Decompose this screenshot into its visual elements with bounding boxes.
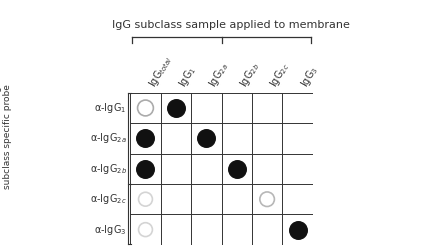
Text: IgG$_{total}$: IgG$_{total}$: [145, 54, 175, 90]
Point: [142, 167, 149, 171]
Text: IgG$_{2a}$: IgG$_{2a}$: [206, 60, 232, 90]
Point: [233, 167, 240, 171]
Text: IgG$_1$: IgG$_1$: [176, 64, 199, 90]
Point: [142, 136, 149, 140]
Text: α-IgG$_{2a}$: α-IgG$_{2a}$: [90, 131, 127, 145]
Point: [172, 106, 179, 110]
Text: IgG subclass sample applied to membrane: IgG subclass sample applied to membrane: [112, 20, 350, 30]
Point: [142, 228, 149, 232]
Text: α-IgG$_{2c}$: α-IgG$_{2c}$: [90, 192, 127, 206]
Text: IgG$_3$: IgG$_3$: [298, 64, 321, 90]
Point: [203, 136, 210, 140]
Text: IgG$_{2c}$: IgG$_{2c}$: [267, 60, 292, 90]
Text: α-IgG$_3$: α-IgG$_3$: [94, 223, 127, 237]
Text: α-IgG$_1$: α-IgG$_1$: [94, 101, 127, 115]
Point: [142, 197, 149, 201]
Text: HRP Goat anti-mouse IgG
subclass specific probe: HRP Goat anti-mouse IgG subclass specifi…: [0, 79, 12, 194]
Point: [264, 197, 271, 201]
Text: IgG$_{2b}$: IgG$_{2b}$: [237, 60, 262, 90]
Point: [142, 106, 149, 110]
Point: [294, 228, 301, 232]
Text: α-IgG$_{2b}$: α-IgG$_{2b}$: [89, 162, 127, 176]
